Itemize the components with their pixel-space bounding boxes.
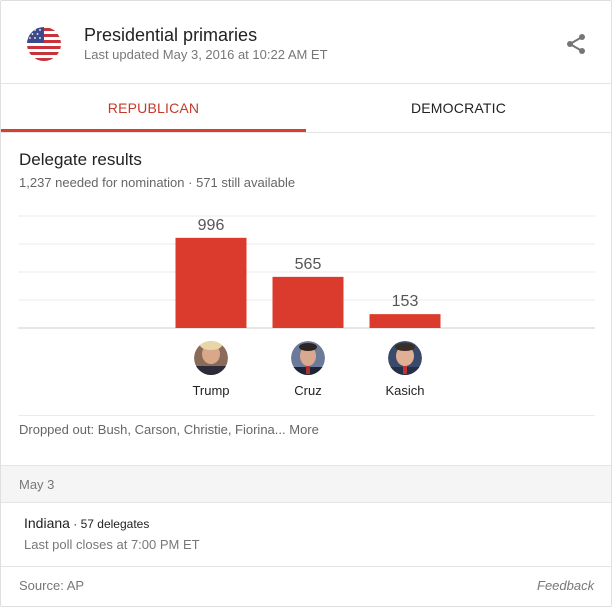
feedback-link[interactable]: Feedback xyxy=(537,578,595,593)
state-entry[interactable]: Indiana · 57 delegates xyxy=(24,515,149,531)
avatar-kasich[interactable] xyxy=(388,341,422,377)
section-title: Delegate results xyxy=(19,150,142,169)
tabs-divider xyxy=(1,132,611,133)
date-band: May 3 xyxy=(1,465,611,503)
card-title: Presidential primaries xyxy=(84,25,258,45)
last-updated: Last updated May 3, 2016 at 10:22 AM ET xyxy=(84,47,328,62)
dropped-out: Dropped out: Bush, Carson, Christie, Fio… xyxy=(19,422,319,437)
candidate-name-cruz[interactable]: Cruz xyxy=(294,383,321,398)
share-icon[interactable] xyxy=(564,32,588,56)
value-label-trump: 996 xyxy=(198,217,225,234)
tab-republican[interactable]: REPUBLICAN xyxy=(107,100,200,116)
source-label: Source: AP xyxy=(19,578,85,593)
header-divider xyxy=(1,83,611,84)
bar-cruz[interactable] xyxy=(272,276,344,328)
avatar-cruz[interactable] xyxy=(291,341,325,377)
value-label-cruz: 565 xyxy=(295,256,322,273)
value-label-kasich: 153 xyxy=(392,293,419,310)
us-flag-icon xyxy=(27,27,61,61)
section-subtitle: 1,237 needed for nomination · 571 still … xyxy=(19,175,296,190)
more-link[interactable]: More xyxy=(289,422,319,437)
chart-divider xyxy=(18,415,595,416)
bar-trump[interactable] xyxy=(175,237,247,328)
tab-democratic[interactable]: DEMOCRATIC xyxy=(410,100,507,116)
candidate-avatars xyxy=(194,340,422,377)
active-tab-indicator xyxy=(1,129,306,132)
candidate-name-trump[interactable]: Trump xyxy=(192,383,229,398)
state-delegates: · 57 delegates xyxy=(69,517,150,531)
footer-divider xyxy=(1,566,611,567)
poll-close-time: Last poll closes at 7:00 PM ET xyxy=(24,537,200,552)
bar-kasich[interactable] xyxy=(369,314,441,328)
dropped-out-text: Dropped out: Bush, Carson, Christie, Fio… xyxy=(19,422,286,437)
avatar-trump[interactable] xyxy=(194,340,228,376)
candidate-name-kasich[interactable]: Kasich xyxy=(385,383,424,398)
state-name: Indiana xyxy=(24,515,70,531)
card-header: Presidential primaries Last updated May … xyxy=(1,1,611,83)
schedule-date: May 3 xyxy=(19,477,55,492)
